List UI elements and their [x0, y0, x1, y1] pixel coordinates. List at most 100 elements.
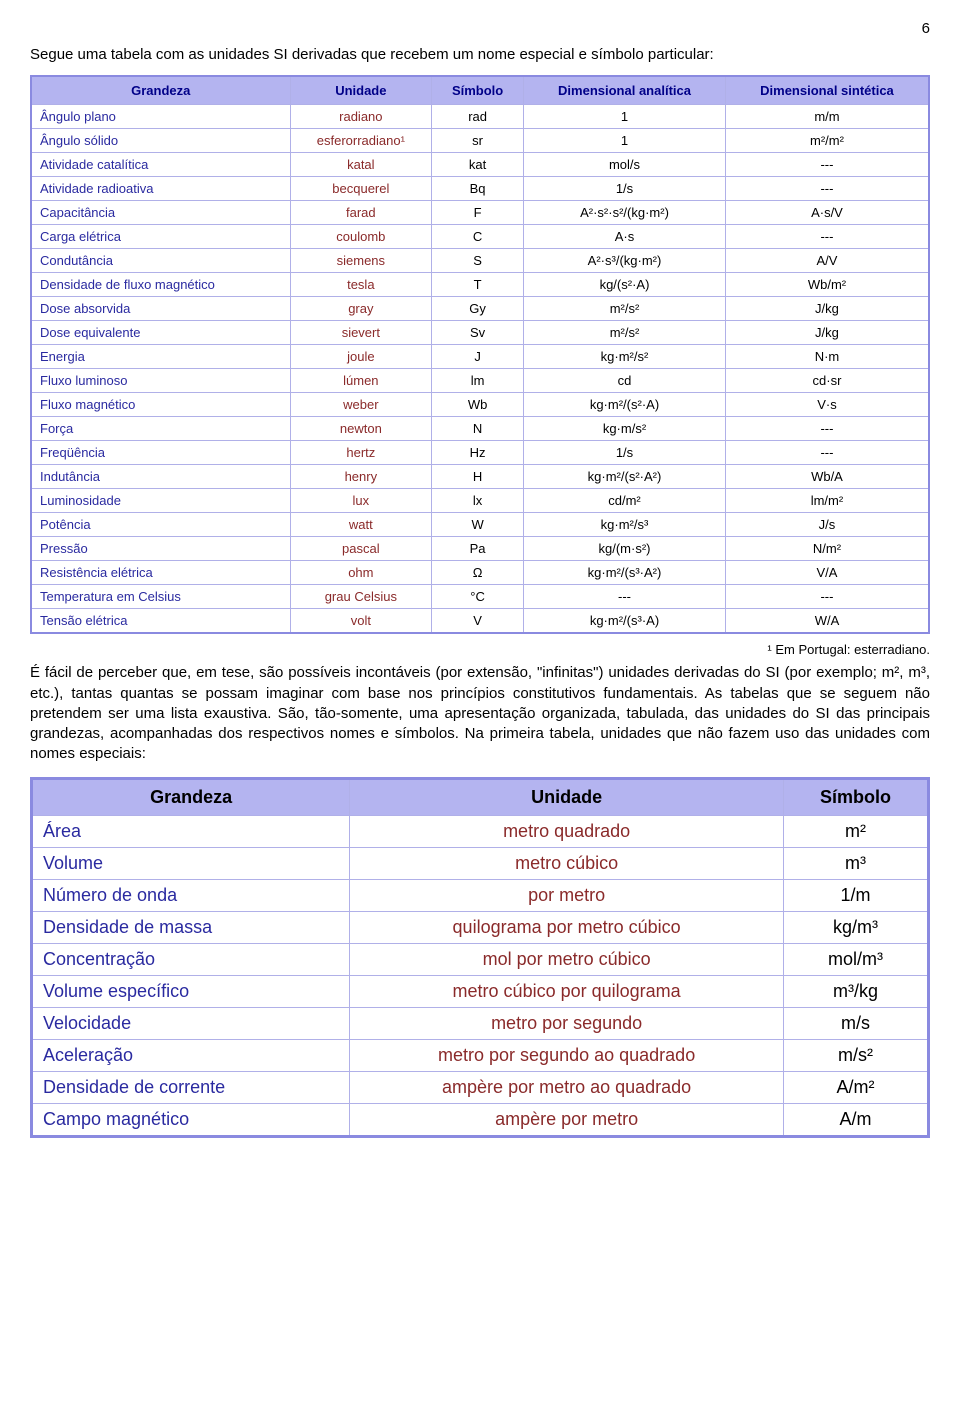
table-cell: tesla	[290, 273, 432, 297]
table-row: Áreametro quadradom²	[32, 815, 929, 847]
table-row: Tensão elétricavoltVkg·m²/(s³·A)W/A	[31, 609, 929, 634]
table-cell: Ângulo plano	[31, 105, 290, 129]
table2-header: Unidade	[350, 778, 784, 815]
table-cell: W	[432, 513, 524, 537]
table-cell: Bq	[432, 177, 524, 201]
table-row: Temperatura em Celsiusgrau Celsius°C----…	[31, 585, 929, 609]
table-cell: Aceleração	[32, 1039, 350, 1071]
table-cell: Carga elétrica	[31, 225, 290, 249]
table-cell: T	[432, 273, 524, 297]
table-cell: Campo magnético	[32, 1103, 350, 1136]
table-cell: rad	[432, 105, 524, 129]
table-cell: kg·m²/(s²·A²)	[524, 465, 726, 489]
table1-header: Unidade	[290, 76, 432, 105]
table-cell: Volume	[32, 847, 350, 879]
table-cell: N/m²	[725, 537, 929, 561]
table-cell: Volume específico	[32, 975, 350, 1007]
table1-header: Dimensional sintética	[725, 76, 929, 105]
table-row: PotênciawattWkg·m²/s³J/s	[31, 513, 929, 537]
table-cell: J/kg	[725, 297, 929, 321]
table-cell: m²	[783, 815, 928, 847]
table-cell: W/A	[725, 609, 929, 634]
table-cell: A/m²	[783, 1071, 928, 1103]
table-cell: 1/s	[524, 441, 726, 465]
table-cell: Pa	[432, 537, 524, 561]
table-cell: Área	[32, 815, 350, 847]
table-si-basic: GrandezaUnidadeSímbolo Áreametro quadrad…	[30, 777, 930, 1138]
table-cell: V	[432, 609, 524, 634]
table-cell: Resistência elétrica	[31, 561, 290, 585]
table-row: Volume específicometro cúbico por quilog…	[32, 975, 929, 1007]
table-cell: m²/m²	[725, 129, 929, 153]
table-row: Campo magnéticoampère por metroA/m	[32, 1103, 929, 1136]
table-cell: A/V	[725, 249, 929, 273]
table-cell: ---	[725, 153, 929, 177]
table-cell: Potência	[31, 513, 290, 537]
table-cell: ampère por metro ao quadrado	[350, 1071, 784, 1103]
table-cell: m²/s²	[524, 297, 726, 321]
table-cell: J	[432, 345, 524, 369]
table2-header: Grandeza	[32, 778, 350, 815]
table-cell: lux	[290, 489, 432, 513]
table-cell: Força	[31, 417, 290, 441]
table-cell: C	[432, 225, 524, 249]
table-row: Ângulo sólidoesferorradiano¹sr1m²/m²	[31, 129, 929, 153]
table-cell: radiano	[290, 105, 432, 129]
table-cell: Densidade de massa	[32, 911, 350, 943]
table-row: Concentraçãomol por metro cúbicomol/m³	[32, 943, 929, 975]
table-cell: 1	[524, 129, 726, 153]
table-cell: metro quadrado	[350, 815, 784, 847]
table-row: CondutânciasiemensSA²·s³/(kg·m²)A/V	[31, 249, 929, 273]
table-cell: S	[432, 249, 524, 273]
table-cell: m³	[783, 847, 928, 879]
table-cell: Energia	[31, 345, 290, 369]
table-cell: Dose equivalente	[31, 321, 290, 345]
table-cell: sievert	[290, 321, 432, 345]
table-cell: m³/kg	[783, 975, 928, 1007]
table-cell: Atividade radioativa	[31, 177, 290, 201]
table-cell: m/s	[783, 1007, 928, 1039]
table-cell: ohm	[290, 561, 432, 585]
table-cell: becquerel	[290, 177, 432, 201]
table-cell: ampère por metro	[350, 1103, 784, 1136]
table-row: Número de ondapor metro1/m	[32, 879, 929, 911]
table-cell: cd/m²	[524, 489, 726, 513]
table-cell: lúmen	[290, 369, 432, 393]
table-row: Ângulo planoradianorad1m/m	[31, 105, 929, 129]
table-row: Fluxo luminosolúmenlmcdcd·sr	[31, 369, 929, 393]
table-cell: J/kg	[725, 321, 929, 345]
table-cell: Freqüência	[31, 441, 290, 465]
table-row: Fluxo magnéticoweberWbkg·m²/(s²·A)V·s	[31, 393, 929, 417]
table-cell: joule	[290, 345, 432, 369]
table-row: Carga elétricacoulombCA·s---	[31, 225, 929, 249]
table-cell: Gy	[432, 297, 524, 321]
table-cell: kat	[432, 153, 524, 177]
table-cell: 1/m	[783, 879, 928, 911]
table-cell: Wb/m²	[725, 273, 929, 297]
table-cell: Densidade de corrente	[32, 1071, 350, 1103]
table-row: EnergiajouleJkg·m²/s²N·m	[31, 345, 929, 369]
table-cell: A·s	[524, 225, 726, 249]
table-row: Dose equivalentesievertSvm²/s²J/kg	[31, 321, 929, 345]
table-cell: kg·m²/(s³·A²)	[524, 561, 726, 585]
table-cell: m/s²	[783, 1039, 928, 1071]
table-cell: Fluxo magnético	[31, 393, 290, 417]
table-cell: mol por metro cúbico	[350, 943, 784, 975]
table-cell: V·s	[725, 393, 929, 417]
table-cell: kg·m²/s²	[524, 345, 726, 369]
table-cell: Indutância	[31, 465, 290, 489]
table-cell: kg/(s²·A)	[524, 273, 726, 297]
table-cell: ---	[524, 585, 726, 609]
table-cell: coulomb	[290, 225, 432, 249]
table-cell: grau Celsius	[290, 585, 432, 609]
table-cell: esferorradiano¹	[290, 129, 432, 153]
table-cell: quilograma por metro cúbico	[350, 911, 784, 943]
table-cell: A/m	[783, 1103, 928, 1136]
table-cell: lx	[432, 489, 524, 513]
table1-header: Grandeza	[31, 76, 290, 105]
table-cell: m²/s²	[524, 321, 726, 345]
table-cell: watt	[290, 513, 432, 537]
table-cell: metro cúbico	[350, 847, 784, 879]
table-cell: newton	[290, 417, 432, 441]
table-cell: kg·m²/(s³·A)	[524, 609, 726, 634]
